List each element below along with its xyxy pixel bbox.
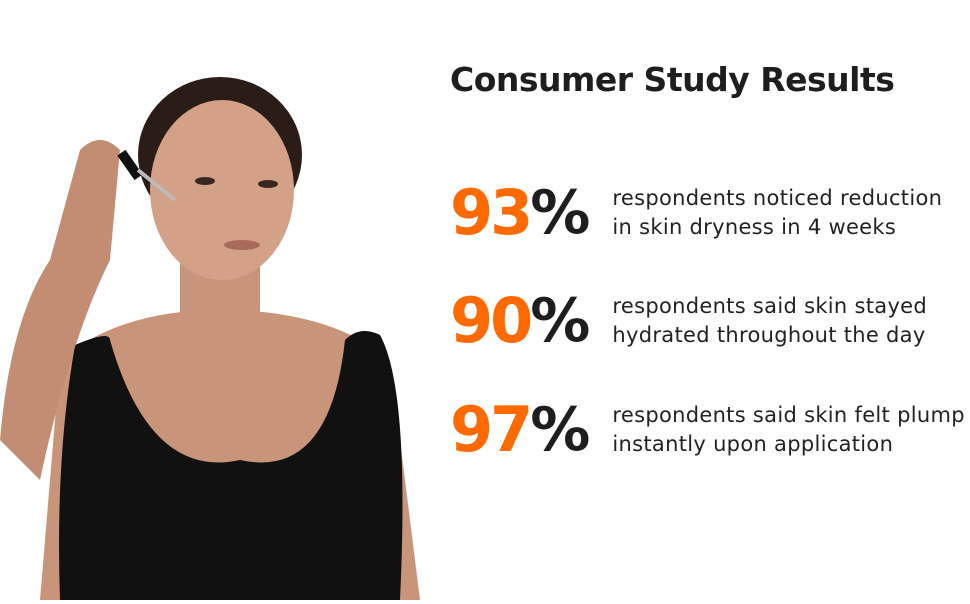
page-title: Consumer Study Results: [450, 60, 895, 99]
stat-value: 93: [450, 176, 533, 249]
stat-description: respondents noticed reduction in skin dr…: [612, 184, 942, 242]
percent-sign: %: [530, 178, 591, 248]
stat-value: 90: [450, 284, 533, 357]
percent-sign: %: [530, 395, 591, 465]
stat-line: instantly upon application: [612, 432, 894, 456]
percent-sign: %: [530, 286, 591, 356]
stat-item: 93 % respondents noticed reduction in sk…: [450, 182, 942, 244]
model-photo: [0, 60, 440, 600]
stat-line: respondents said skin felt plump: [612, 403, 965, 427]
stat-line: in skin dryness in 4 weeks: [612, 215, 897, 239]
stat-value: 97: [450, 393, 533, 466]
stat-line: respondents said skin stayed: [612, 294, 928, 318]
stat-line: hydrated throughout the day: [612, 323, 926, 347]
stat-item: 97 % respondents said skin felt plump in…: [450, 399, 965, 461]
stat-item: 90 % respondents said skin stayed hydrat…: [450, 290, 927, 352]
stat-description: respondents said skin stayed hydrated th…: [612, 292, 927, 350]
stat-description: respondents said skin felt plump instant…: [612, 401, 964, 459]
stat-line: respondents noticed reduction: [612, 186, 943, 210]
